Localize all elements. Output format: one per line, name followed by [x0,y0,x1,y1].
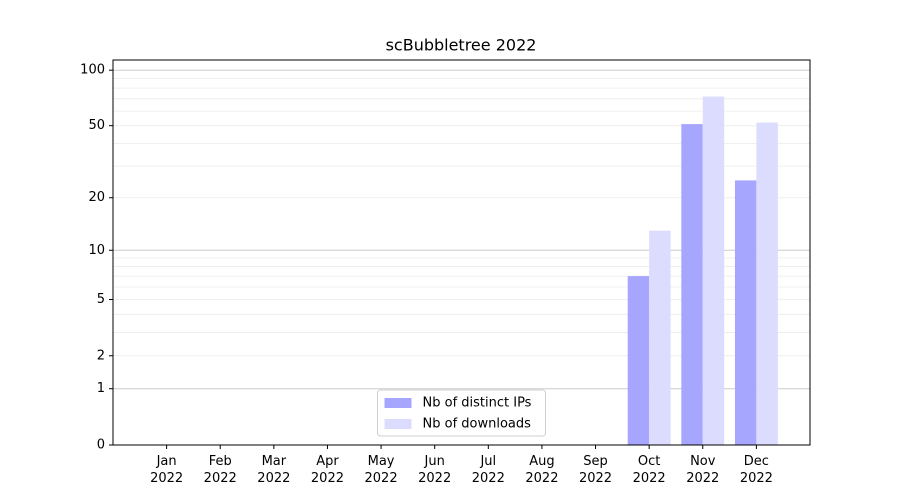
x-tick-label: Feb 2022 [204,454,237,486]
x-tick-label: May 2022 [365,454,398,486]
x-tick-label: Oct 2022 [633,454,666,486]
x-tick-label-line: 2022 [579,471,612,486]
x-tick-label-line: Nov [690,454,716,469]
x-tick-label-line: Apr [316,454,339,469]
legend-label: Nb of downloads [423,417,532,432]
x-tick-label: Apr 2022 [311,454,344,486]
x-tick-label: Mar 2022 [257,454,290,486]
x-tick-label-line: Sep [583,454,608,469]
x-tick-label-line: 2022 [204,471,237,486]
y-tick-label: 0 [97,438,105,453]
x-tick-label-line: Oct [638,454,660,469]
x-tick-label: Jun 2022 [418,454,451,486]
x-tick-label-line: 2022 [633,471,666,486]
x-tick-label-line: 2022 [257,471,290,486]
chart-title: scBubbletree 2022 [386,36,537,55]
y-tick-label: 10 [88,243,105,258]
legend-swatch [384,398,412,408]
x-tick-label: Sep 2022 [579,454,612,486]
bar [649,230,671,445]
x-tick-label-line: Mar [262,454,287,469]
x-tick-label: Jul 2022 [472,454,505,486]
x-tick-label-line: 2022 [472,471,505,486]
x-tick-label-line: Jan [156,454,177,469]
bar [702,96,725,445]
x-tick-label: Aug 2022 [525,454,558,486]
x-tick-label-line: 2022 [311,471,344,486]
x-tick-label-line: Feb [209,454,232,469]
x-tick-label-line: 2022 [686,471,719,486]
x-tick-label-line: 2022 [150,471,183,486]
y-tick-label: 20 [88,190,105,205]
x-tick-label-line: Aug [529,454,554,469]
x-tick-label-line: 2022 [525,471,558,486]
legend-box [377,389,546,437]
x-tick-label-line: 2022 [365,471,398,486]
x-tick-label-line: 2022 [740,471,773,486]
bar [734,180,757,446]
bar [756,122,778,445]
bar [627,276,650,445]
x-tick-label: Nov 2022 [686,454,719,486]
y-tick-label: 50 [88,118,105,133]
y-tick-label: 2 [97,348,105,363]
y-tick-label: 1 [97,381,105,396]
x-tick-label-line: Jul [479,454,496,469]
x-tick-label-line: Jun [424,454,445,469]
x-tick-label-line: May [368,454,395,469]
legend-label: Nb of distinct IPs [423,396,532,411]
bar [681,124,703,446]
x-tick-label-line: 2022 [418,471,451,486]
y-tick-label: 5 [97,292,105,307]
legend-swatch [384,419,412,429]
x-tick-label-line: Dec [744,454,769,469]
x-tick-label: Jan 2022 [150,454,183,486]
y-tick-label: 100 [80,63,105,78]
x-tick-label: Dec 2022 [740,454,773,486]
plot-frame [112,59,811,446]
